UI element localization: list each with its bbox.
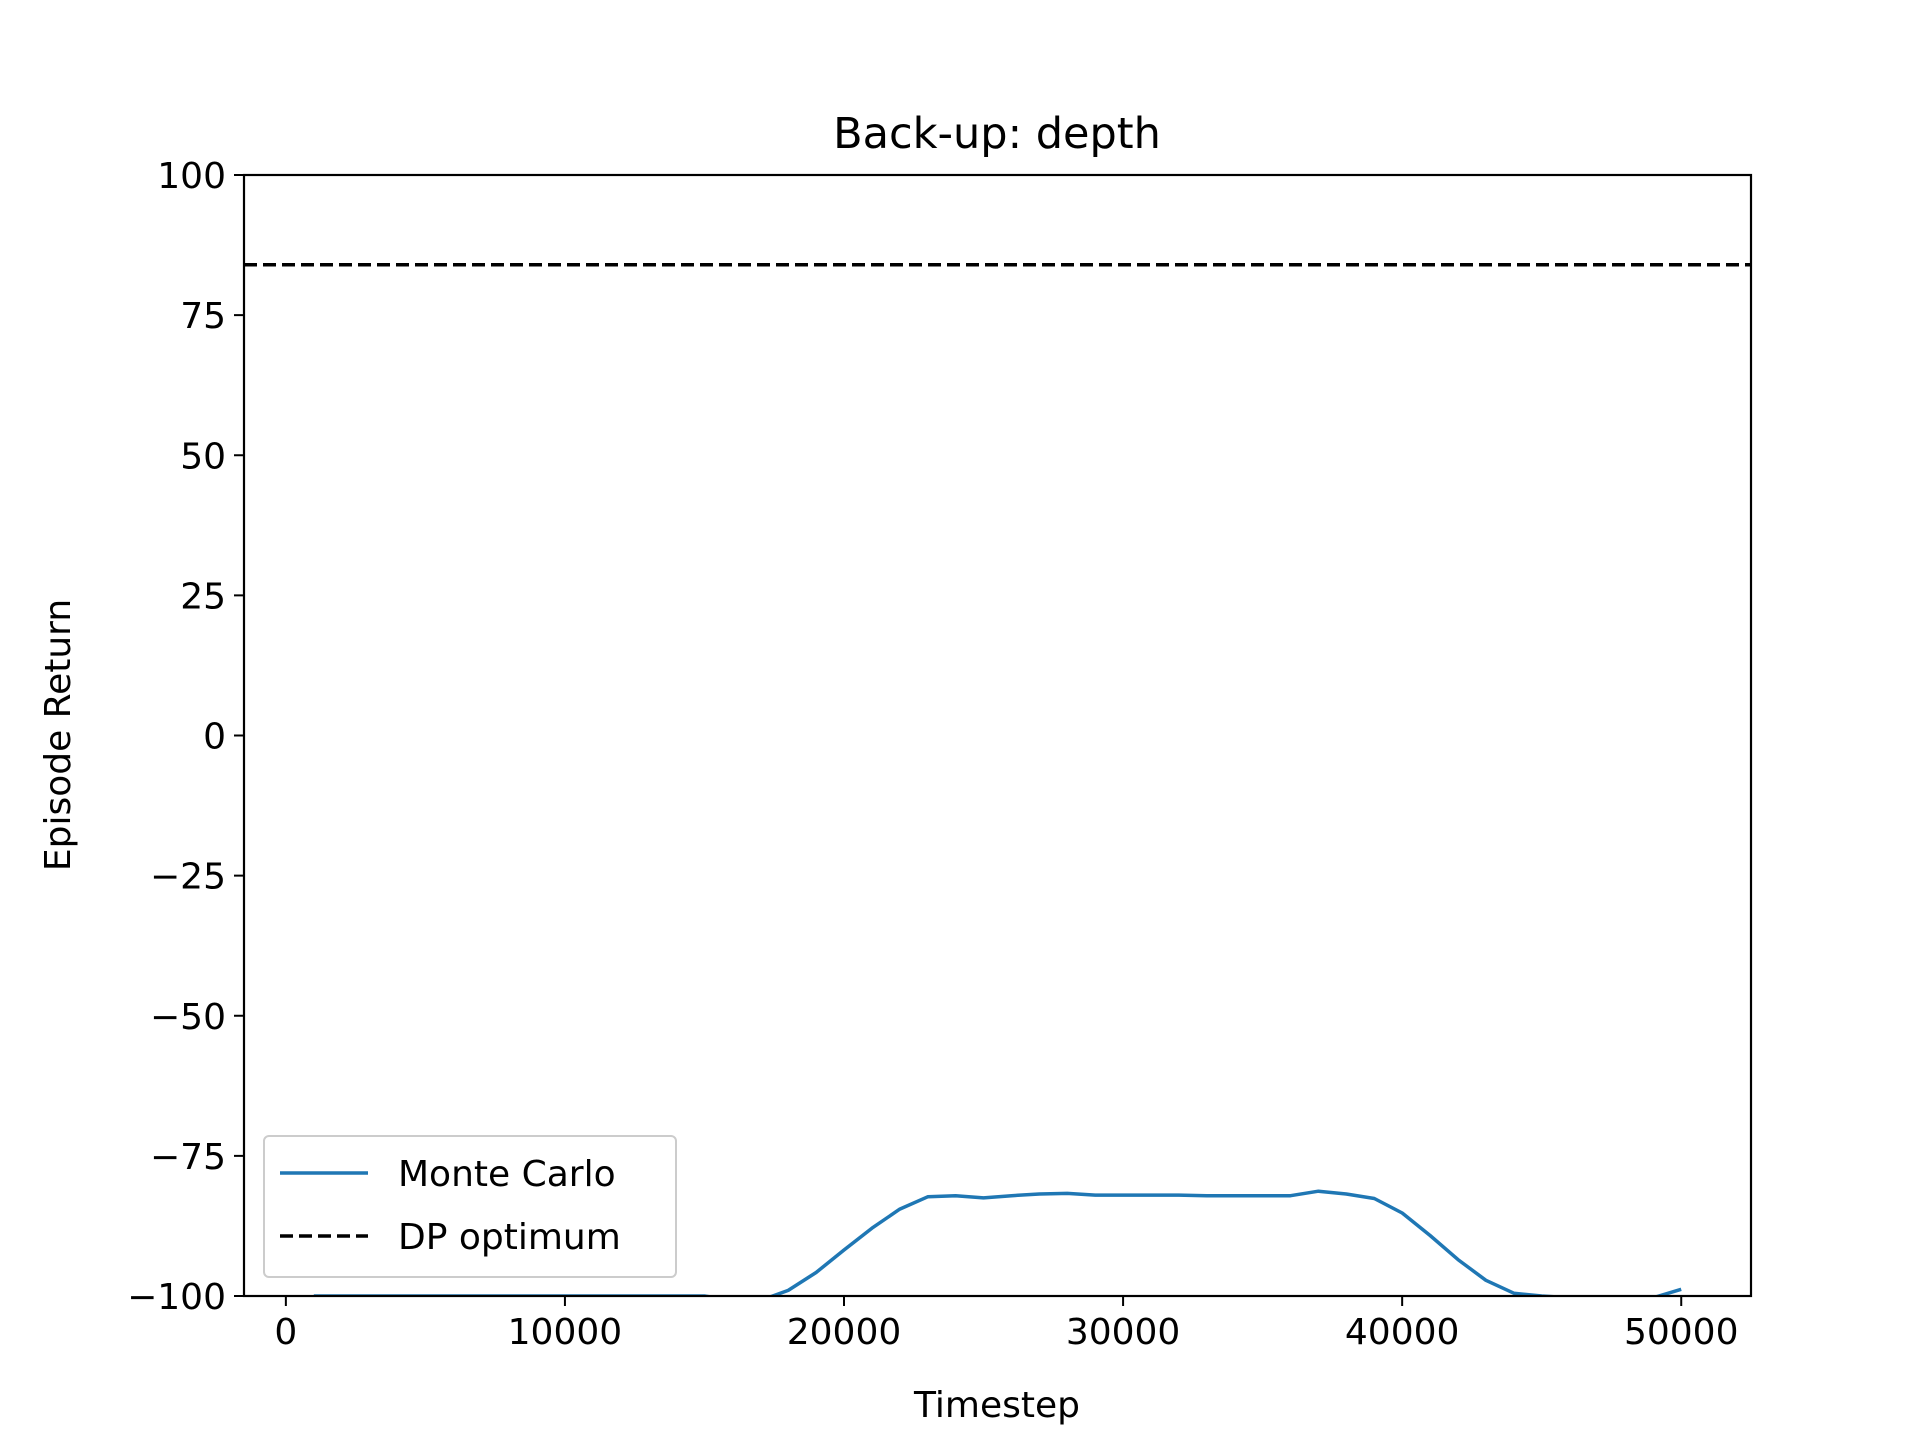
y-tick-label: 50 xyxy=(180,436,226,477)
legend-label-monte-carlo: Monte Carlo xyxy=(398,1154,616,1195)
x-tick-label: 10000 xyxy=(508,1312,623,1353)
legend: Monte Carlo DP optimum xyxy=(263,1135,677,1278)
y-tick-label: 0 xyxy=(203,717,226,758)
x-tick-label: 40000 xyxy=(1345,1312,1460,1353)
y-tick-label: −25 xyxy=(150,857,226,898)
y-axis-label: Episode Return xyxy=(38,599,79,871)
x-tick-label: 0 xyxy=(274,1312,297,1353)
series-layer xyxy=(244,262,1751,1296)
x-tick-label: 20000 xyxy=(787,1312,902,1353)
x-axis: 0 10000 20000 30000 40000 50000 xyxy=(274,1296,1738,1353)
chart-title: Back-up: depth xyxy=(833,109,1161,159)
x-tick-label: 30000 xyxy=(1066,1312,1181,1353)
y-tick-label: −100 xyxy=(127,1277,226,1318)
y-tick-label: 25 xyxy=(180,576,226,617)
y-tick-label: −75 xyxy=(150,1137,226,1178)
y-tick-label: 100 xyxy=(157,156,226,197)
x-tick-label: 50000 xyxy=(1624,1312,1739,1353)
legend-label-dp-optimum: DP optimum xyxy=(398,1217,621,1258)
series-line-monte-carlo xyxy=(313,1189,1682,1296)
y-tick-label: 75 xyxy=(180,296,226,337)
y-axis: −100 −75 −50 −25 0 25 50 75 100 xyxy=(127,156,244,1318)
y-tick-label: −50 xyxy=(150,997,226,1038)
x-axis-label: Timestep xyxy=(913,1385,1080,1426)
